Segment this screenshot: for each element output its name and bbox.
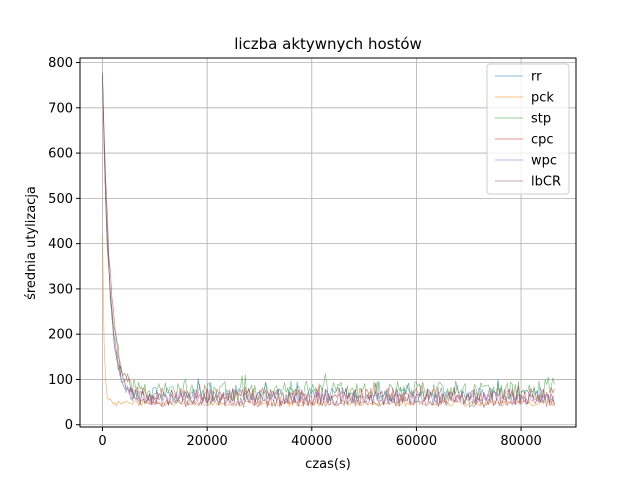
- y-tick-label: 0: [65, 418, 73, 433]
- y-tick-label: 700: [48, 101, 73, 116]
- series-line-lbCR: [102, 78, 555, 409]
- y-tick-label: 800: [48, 56, 73, 71]
- series-line-wpc: [102, 76, 555, 407]
- legend-label-pck: pck: [531, 91, 554, 106]
- legend-label-cpc: cpc: [531, 133, 554, 148]
- y-tick-label: 100: [48, 373, 73, 388]
- legend-label-wpc: wpc: [531, 154, 557, 169]
- legend-label-stp: stp: [531, 112, 551, 127]
- x-tick-label: 0: [98, 434, 106, 449]
- series-lines: [102, 71, 555, 409]
- grid: [80, 58, 576, 427]
- y-tick-label: 200: [48, 328, 73, 343]
- y-tick-label: 300: [48, 282, 73, 297]
- legend: rr pck stp cpc wpc lbCR: [486, 63, 570, 195]
- y-axis-label: średnia utylizacja: [24, 186, 39, 300]
- axis-ticks: 0 20000 40000 60000 80000 0 100 200 300 400 500 600…: [48, 56, 542, 449]
- y-tick-label: 600: [48, 147, 73, 162]
- x-axis-label: czas(s): [305, 457, 351, 472]
- chart-title: liczba aktywnych hostów: [234, 35, 422, 53]
- x-tick-label: 80000: [500, 434, 541, 449]
- x-tick-label: 60000: [396, 434, 437, 449]
- legend-label-rr: rr: [531, 70, 542, 85]
- legend-label-lbCR: lbCR: [531, 175, 561, 190]
- x-tick-label: 20000: [186, 434, 227, 449]
- y-tick-label: 500: [48, 192, 73, 207]
- plot-frame: [79, 57, 577, 428]
- y-tick-label: 400: [48, 237, 73, 252]
- x-tick-label: 40000: [291, 434, 332, 449]
